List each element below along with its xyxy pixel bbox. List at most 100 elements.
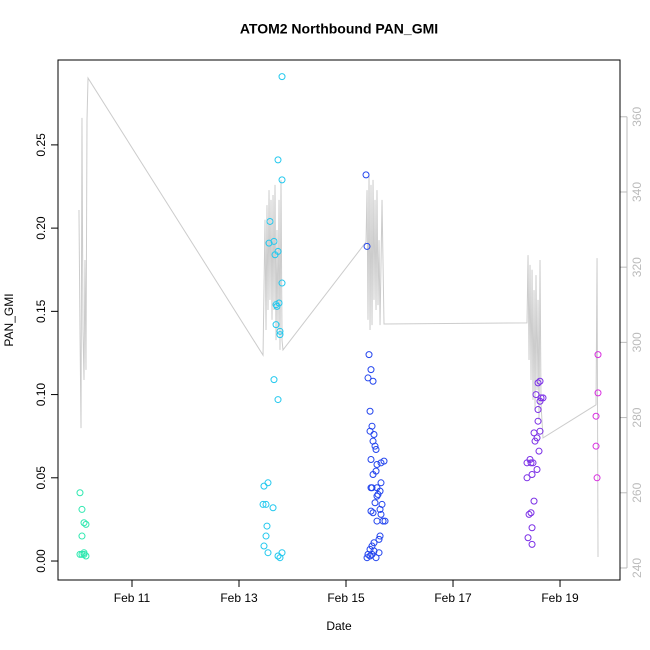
- data-point: [262, 500, 270, 508]
- data-point: [274, 396, 282, 404]
- data-point: [594, 351, 602, 359]
- data-point: [371, 442, 379, 450]
- data-point: [76, 550, 84, 558]
- x-tick-label: Feb 19: [541, 591, 579, 605]
- data-point: [376, 532, 384, 540]
- x-tick-label: Feb 11: [114, 591, 151, 605]
- y2-tick-label: 260: [630, 482, 644, 502]
- data-point: [82, 520, 90, 528]
- data-point: [368, 484, 376, 492]
- data-point: [80, 550, 88, 558]
- data-point: [369, 470, 377, 478]
- data-point: [263, 522, 271, 530]
- data-point: [528, 540, 536, 548]
- data-point: [270, 237, 278, 245]
- data-point: [369, 509, 377, 517]
- y-tick-label: 0.05: [34, 466, 48, 490]
- data-point: [78, 532, 86, 540]
- data-point: [367, 455, 375, 463]
- data-point: [537, 394, 545, 402]
- data-point: [533, 465, 541, 473]
- data-point: [260, 542, 268, 550]
- data-point: [278, 73, 286, 81]
- data-point: [365, 351, 373, 359]
- y-axis-label: PAN_GMI: [2, 293, 16, 346]
- data-point: [369, 377, 377, 385]
- data-point: [532, 391, 540, 399]
- data-point: [78, 505, 86, 513]
- data-point: [593, 474, 601, 482]
- data-point: [523, 474, 531, 482]
- x-axis-label: Date: [326, 619, 352, 633]
- data-point: [371, 499, 379, 507]
- data-point: [272, 321, 280, 329]
- data-point: [373, 460, 381, 468]
- data-point: [372, 554, 380, 562]
- x-tick-label: Feb 13: [220, 591, 258, 605]
- y-tick-label: 0.10: [34, 383, 48, 407]
- data-point: [364, 550, 372, 558]
- data-point: [363, 554, 371, 562]
- data-point: [529, 459, 537, 467]
- data-point: [270, 376, 278, 384]
- data-point: [531, 437, 539, 445]
- y-tick-label: 0.00: [34, 549, 48, 573]
- data-point: [259, 500, 267, 508]
- data-point: [534, 406, 542, 414]
- y-tick-label: 0.15: [34, 299, 48, 323]
- chart-title: ATOM2 Northbound PAN_GMI: [240, 21, 438, 37]
- data-point: [367, 507, 375, 515]
- data-point: [366, 407, 374, 415]
- data-point: [536, 377, 544, 385]
- data-point: [78, 550, 86, 558]
- data-point: [265, 239, 273, 247]
- data-point: [381, 517, 389, 525]
- data-point: [375, 549, 383, 557]
- data-point: [373, 517, 381, 525]
- data-point: [363, 242, 371, 250]
- data-point: [375, 535, 383, 543]
- data-point: [80, 519, 88, 527]
- data-point: [276, 331, 284, 339]
- data-point: [271, 251, 279, 259]
- data-point: [536, 397, 544, 405]
- data-point: [377, 479, 385, 487]
- data-point: [364, 374, 372, 382]
- data-point: [527, 459, 535, 467]
- y2-tick-label: 240: [630, 558, 644, 578]
- data-point: [260, 482, 268, 490]
- plot-frame: [57, 59, 621, 581]
- x-tick-label: Feb 15: [327, 591, 365, 605]
- data-point: [530, 497, 538, 505]
- data-point: [534, 379, 542, 387]
- data-point: [370, 431, 378, 439]
- data-point: [264, 549, 272, 557]
- data-point: [380, 457, 388, 465]
- data-point: [278, 176, 286, 184]
- data-point: [376, 505, 384, 513]
- data-point: [275, 299, 283, 307]
- y2-tick-label: 280: [630, 407, 644, 427]
- data-point: [262, 532, 270, 540]
- data-point: [276, 554, 284, 562]
- data-point: [76, 489, 84, 497]
- data-point: [367, 366, 375, 374]
- data-point: [274, 156, 282, 164]
- data-point: [374, 490, 382, 498]
- data-line: [78, 76, 599, 558]
- data-point: [269, 504, 277, 512]
- data-point: [528, 470, 536, 478]
- y2-tick-label: 320: [630, 257, 644, 277]
- x-tick-label: Feb 17: [434, 591, 472, 605]
- data-point: [528, 524, 536, 532]
- y2-tick-label: 360: [630, 106, 644, 126]
- data-point: [535, 447, 543, 455]
- data-point: [278, 279, 286, 287]
- y-tick-label: 0.20: [34, 216, 48, 240]
- y2-tick-label: 300: [630, 332, 644, 352]
- data-point: [592, 442, 600, 450]
- data-point: [362, 171, 370, 179]
- data-point: [525, 510, 533, 518]
